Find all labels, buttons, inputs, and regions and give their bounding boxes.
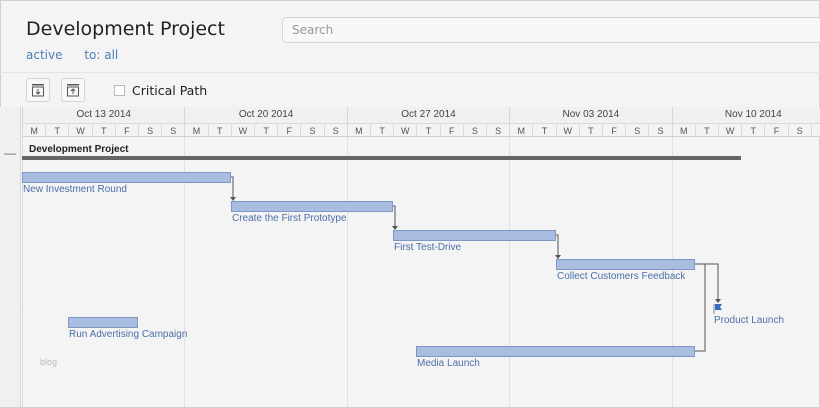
- download-box-icon: [32, 84, 44, 97]
- day-header: T: [207, 123, 231, 137]
- day-header: W: [555, 123, 579, 137]
- task-bar[interactable]: [416, 346, 695, 357]
- filter-status-link[interactable]: active: [26, 48, 63, 62]
- task-bar[interactable]: [68, 317, 138, 328]
- collapse-all-button[interactable]: [61, 78, 85, 102]
- week-gridline: [22, 137, 23, 407]
- collapse-project-button[interactable]: —: [4, 146, 16, 160]
- day-header: T: [741, 123, 765, 137]
- upload-box-icon: [67, 84, 79, 97]
- critical-path-toggle[interactable]: Critical Path: [114, 83, 207, 98]
- task-bar[interactable]: [22, 172, 231, 183]
- day-header: S: [323, 123, 347, 137]
- day-header: F: [602, 123, 626, 137]
- dependency-link: [393, 205, 396, 227]
- task-label: Media Launch: [417, 358, 480, 369]
- day-header: F: [764, 123, 788, 137]
- day-header: W: [68, 123, 92, 137]
- day-header: F: [277, 123, 301, 137]
- day-header: M: [22, 123, 46, 137]
- day-header: F: [439, 123, 463, 137]
- day-header: T: [45, 123, 69, 137]
- day-header: T: [91, 123, 115, 137]
- task-label: New Investment Round: [23, 184, 127, 195]
- dependency-link: [556, 234, 559, 256]
- day-header: S: [486, 123, 510, 137]
- dependency-link: [695, 263, 719, 300]
- task-bar[interactable]: [393, 230, 556, 241]
- task-label: Product Launch: [714, 315, 785, 326]
- week-header: Oct 27 2014: [346, 107, 510, 123]
- day-header: W: [230, 123, 254, 137]
- day-header: W: [393, 123, 417, 137]
- task-bar[interactable]: [231, 201, 393, 212]
- week-header: Oct 13 2014: [22, 107, 185, 123]
- row-gutter: [0, 107, 21, 407]
- task-bar[interactable]: [556, 259, 695, 270]
- day-header: M: [509, 123, 533, 137]
- critical-path-checkbox[interactable]: [114, 85, 125, 96]
- page-title: Development Project: [26, 18, 225, 40]
- day-header: S: [787, 123, 811, 137]
- day-header: M: [346, 123, 370, 137]
- search-input[interactable]: [282, 17, 820, 43]
- extra-label: blog: [40, 357, 58, 367]
- day-header: S: [138, 123, 162, 137]
- day-header: S: [161, 123, 185, 137]
- week-gridline: [184, 137, 186, 407]
- day-header: T: [578, 123, 602, 137]
- task-label: Run Advertising Campaign: [69, 329, 188, 340]
- filter-assignee-link[interactable]: to: all: [84, 48, 119, 62]
- task-label: Collect Customers Feedback: [557, 271, 686, 282]
- day-header: S: [300, 123, 324, 137]
- week-header: Nov 10 2014: [671, 107, 820, 123]
- milestone-flag-icon[interactable]: [712, 303, 724, 315]
- day-header: S: [648, 123, 672, 137]
- day-header: S: [810, 123, 820, 137]
- dependency-link: [231, 176, 234, 198]
- day-header: T: [694, 123, 718, 137]
- divider: [0, 72, 820, 73]
- day-header: M: [671, 123, 695, 137]
- critical-path-label: Critical Path: [132, 83, 208, 98]
- week-gridline: [509, 137, 511, 407]
- day-header: F: [114, 123, 138, 137]
- project-summary-label: Development Project: [29, 144, 129, 155]
- day-header: T: [254, 123, 278, 137]
- week-gridline: [671, 137, 673, 407]
- day-header: T: [370, 123, 394, 137]
- task-label: Create the First Prototype: [232, 213, 347, 224]
- week-header: Oct 20 2014: [184, 107, 347, 123]
- task-label: First Test-Drive: [394, 242, 462, 253]
- day-header: W: [718, 123, 742, 137]
- gantt-chart: blog Oct 13 2014 M T W T F S S Oct 20 2014 M T W T F S…: [22, 107, 820, 407]
- day-header: S: [625, 123, 649, 137]
- week-header: Nov 03 2014: [509, 107, 672, 123]
- day-header: T: [416, 123, 440, 137]
- week-gridline: [346, 137, 348, 407]
- project-summary-bar[interactable]: [22, 156, 741, 160]
- dependency-link: [695, 263, 706, 352]
- filters: active to: all: [26, 48, 136, 62]
- day-header: S: [462, 123, 486, 137]
- day-header: M: [184, 123, 208, 137]
- expand-all-button[interactable]: [26, 78, 50, 102]
- day-header: T: [532, 123, 556, 137]
